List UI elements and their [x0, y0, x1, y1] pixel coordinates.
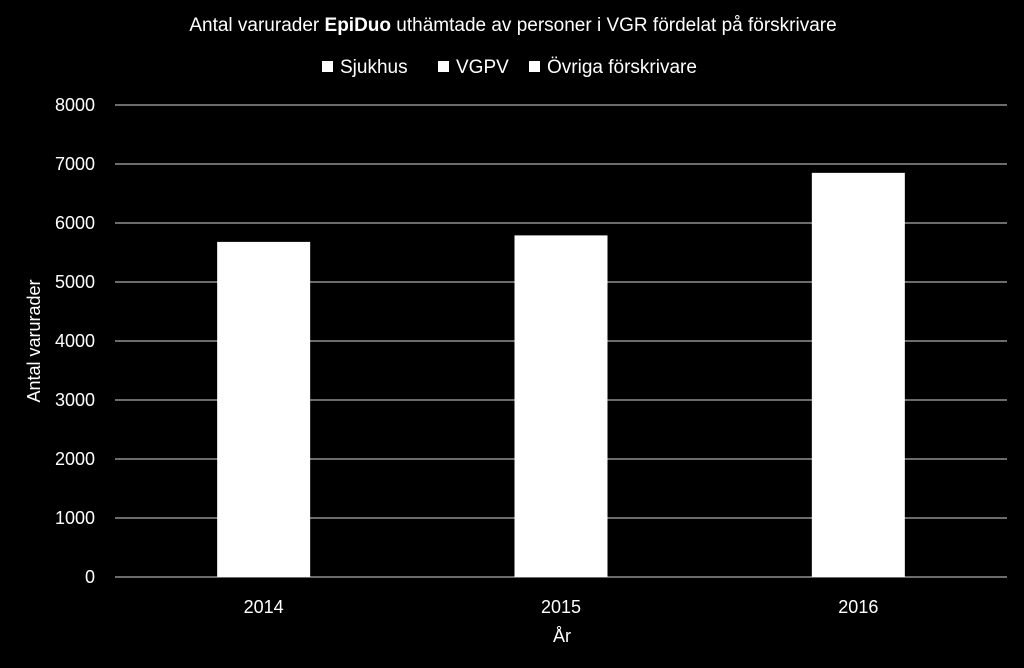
x-axis-label: År [553, 626, 571, 646]
x-tick-labels: 2014 2015 2016 [244, 597, 879, 617]
y-axis-label: Antal varurader [24, 279, 44, 402]
y-tick-label: 5000 [55, 272, 95, 292]
legend-item: Övriga förskrivare [529, 57, 697, 78]
legend-item: Sjukhus [322, 57, 408, 78]
chart-title-part: Antal varurader [189, 15, 324, 36]
legend-item: VGPV [438, 57, 509, 78]
y-tick-label: 4000 [55, 331, 95, 351]
legend-swatch [322, 61, 333, 72]
y-tick-label: 6000 [55, 213, 95, 233]
x-tick-label: 2016 [838, 597, 878, 617]
y-tick-label: 3000 [55, 390, 95, 410]
y-tick-label: 7000 [55, 154, 95, 174]
x-tick-label: 2015 [541, 597, 581, 617]
chart-title: Antal varurader EpiDuo uthämtade av pers… [189, 15, 836, 36]
y-tick-label: 2000 [55, 449, 95, 469]
legend-swatch [529, 61, 540, 72]
bars [217, 172, 905, 577]
y-tick-label: 8000 [55, 95, 95, 115]
y-tick-labels: 0 1000 2000 3000 4000 5000 6000 7000 8000 [55, 95, 95, 587]
y-tick-label: 0 [85, 567, 95, 587]
bar [514, 235, 608, 577]
chart-title-part: uthämtade av personer i VGR fördelat på … [391, 15, 837, 36]
chart-title-part: EpiDuo [325, 15, 392, 36]
legend-swatch [438, 61, 449, 72]
legend-label: VGPV [456, 57, 509, 78]
legend-label: Sjukhus [340, 57, 408, 78]
legend-label: Övriga förskrivare [547, 57, 697, 78]
y-tick-label: 1000 [55, 508, 95, 528]
legend: Sjukhus VGPV Övriga förskrivare [322, 57, 697, 78]
bar [217, 241, 311, 577]
bar [811, 172, 905, 577]
x-tick-label: 2014 [244, 597, 284, 617]
